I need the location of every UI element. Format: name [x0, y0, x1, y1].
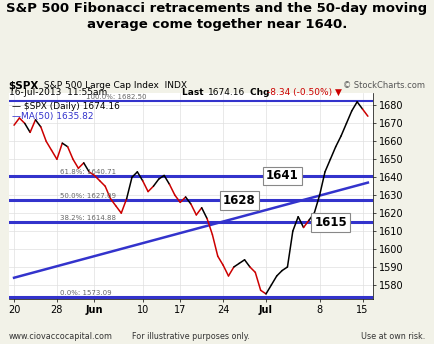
Text: 1628: 1628 — [223, 194, 256, 207]
Text: S&P 500 Fibonacci retracements and the 50-day moving
average come together near : S&P 500 Fibonacci retracements and the 5… — [7, 2, 427, 31]
Text: 1641: 1641 — [266, 170, 299, 182]
Text: 50.0%: 1627.09: 50.0%: 1627.09 — [59, 193, 115, 199]
Text: 100.0%: 1682.50: 100.0%: 1682.50 — [86, 94, 147, 99]
Text: 16-Jul-2013  11:55am: 16-Jul-2013 11:55am — [9, 88, 107, 97]
Text: $SPX: $SPX — [9, 81, 39, 91]
Text: Chg: Chg — [250, 88, 272, 97]
Text: Use at own risk.: Use at own risk. — [361, 332, 425, 341]
Text: 1674.16: 1674.16 — [208, 88, 246, 97]
Text: Last: Last — [182, 88, 207, 97]
Text: — $SPX (Daily) 1674.16: — $SPX (Daily) 1674.16 — [12, 102, 120, 111]
Text: -8.34 (-0.50%) ▼: -8.34 (-0.50%) ▼ — [267, 88, 342, 97]
Text: 1615: 1615 — [314, 216, 347, 229]
Text: —MA(50) 1635.82: —MA(50) 1635.82 — [12, 112, 94, 121]
Text: © StockCharts.com: © StockCharts.com — [343, 81, 425, 90]
Text: 61.8%: 1640.71: 61.8%: 1640.71 — [59, 169, 116, 174]
Text: For illustrative purposes only.: For illustrative purposes only. — [132, 332, 250, 341]
Text: 38.2%: 1614.88: 38.2%: 1614.88 — [59, 215, 115, 221]
Text: 0.0%: 1573.09: 0.0%: 1573.09 — [59, 290, 111, 296]
Text: S&P 500 Large Cap Index  INDX: S&P 500 Large Cap Index INDX — [41, 81, 187, 90]
Text: www.ciovaccocapital.com: www.ciovaccocapital.com — [9, 332, 113, 341]
